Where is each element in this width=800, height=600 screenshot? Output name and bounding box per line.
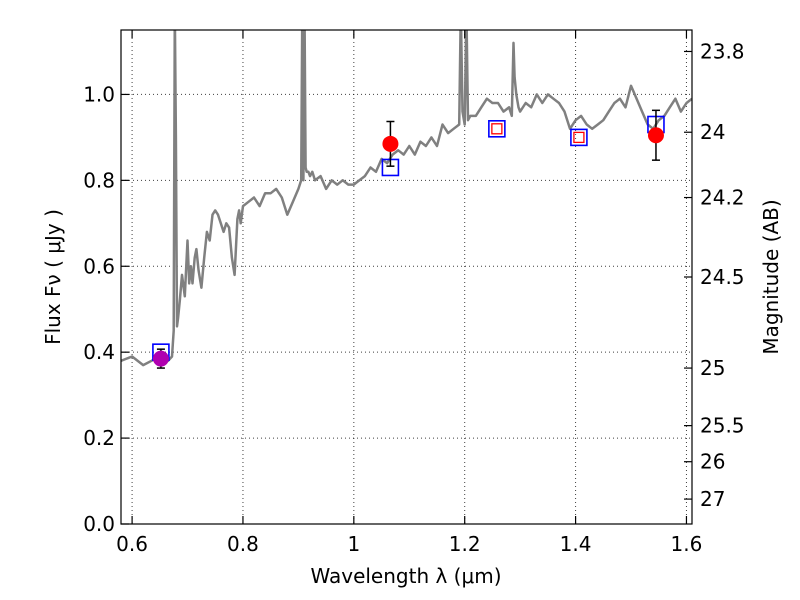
y-tick-label: 0.4	[83, 340, 115, 364]
photometry-layer	[152, 109, 665, 369]
model-point-inner-square	[573, 131, 585, 144]
observed-point	[152, 350, 169, 367]
model-point-square	[488, 120, 506, 138]
plot-frame	[120, 29, 693, 525]
x-axis-ticks: 0.6 0.8 1 1.2 1.4 1.6	[116, 30, 702, 556]
right-tick-label: 23.8	[700, 39, 745, 63]
model-point-square	[570, 128, 588, 147]
observed-point	[647, 127, 664, 144]
y-axis-ticks: 0.0 0.2 0.4 0.6 0.8 1.0	[83, 82, 129, 536]
y-tick-label: 0.0	[83, 512, 115, 536]
right-tick-label: 27	[700, 487, 725, 511]
y-axis-title: Flux Fν ( μJy )	[41, 209, 65, 345]
observed-point	[382, 135, 399, 152]
right-tick-label: 25	[700, 356, 725, 380]
right-tick-label: 25.5	[700, 414, 745, 438]
x-tick-label: 1	[347, 532, 360, 556]
right-axis-ticks: 23.8 24 24.2 24.5 25 25.5 26 27	[684, 39, 745, 511]
x-tick-label: 1.2	[449, 532, 481, 556]
right-tick-label: 24.5	[700, 265, 745, 289]
x-tick-label: 1.6	[671, 532, 703, 556]
y-tick-label: 0.6	[83, 254, 115, 278]
right-axis-title: Magnitude (AB)	[759, 199, 783, 354]
x-tick-label: 1.4	[560, 532, 592, 556]
right-tick-label: 26	[700, 450, 725, 474]
right-tick-label: 24	[700, 120, 725, 144]
grid-lines	[121, 30, 692, 525]
x-tick-label: 0.6	[116, 532, 148, 556]
right-tick-label: 24.2	[700, 186, 745, 210]
model-point-inner-square	[491, 123, 503, 135]
y-tick-label: 0.8	[83, 168, 115, 192]
x-tick-label: 0.8	[227, 532, 259, 556]
x-axis-title: Wavelength λ (μm)	[310, 564, 501, 588]
spectrum-line	[121, 30, 692, 367]
y-tick-label: 0.2	[83, 426, 115, 450]
y-tick-label: 1.0	[83, 82, 115, 106]
spectrum-layer	[121, 30, 692, 367]
